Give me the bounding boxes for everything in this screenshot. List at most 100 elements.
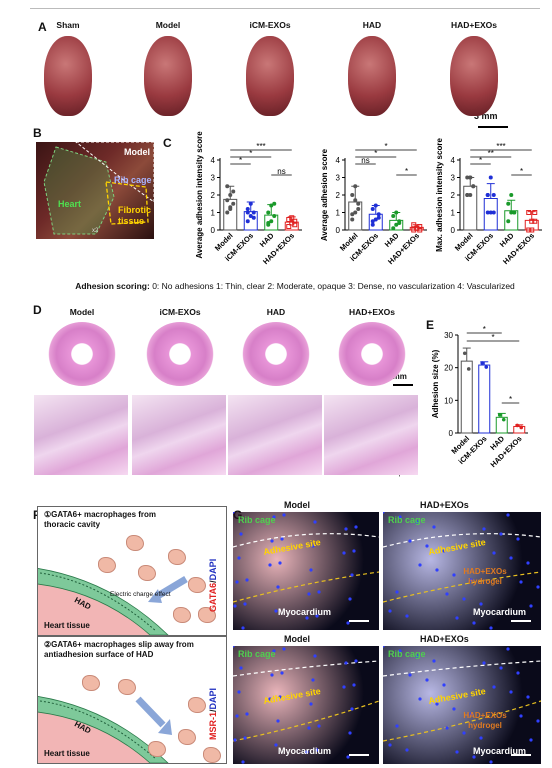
dapi-nucleus [243, 736, 247, 740]
dapi-nucleus [268, 697, 272, 701]
g-boundaries [383, 646, 541, 764]
c-ylabel: Max. adhesion intensity score [435, 138, 444, 252]
dapi-nucleus [278, 695, 282, 699]
dapi-nucleus [405, 748, 409, 752]
c-point [512, 210, 517, 215]
c-point [231, 189, 236, 194]
dapi-nucleus [274, 609, 278, 613]
dapi-nucleus [282, 513, 286, 517]
c-tick-label: 2 [451, 191, 456, 200]
he-section-zoom [34, 395, 128, 475]
c-tick-label: 4 [451, 156, 456, 165]
macrophage-cell [173, 607, 191, 623]
g-scale-bar [511, 754, 531, 756]
g-col-title-model-1: Model [284, 500, 310, 510]
g-scale-bar [511, 620, 531, 622]
dapi-nucleus [272, 515, 276, 519]
dapi-nucleus [311, 544, 315, 548]
c-point [509, 193, 514, 197]
c-point [286, 224, 292, 229]
dapi-nucleus [270, 539, 274, 543]
c-sig-label: * [384, 142, 387, 151]
dapi-nucleus [233, 738, 237, 742]
c-tick-label: 4 [336, 156, 341, 165]
macrophage-cell [203, 747, 221, 763]
e-sig-label: * [509, 395, 512, 404]
c-point [228, 193, 233, 197]
panel-f-top: ①GATA6+ macrophages from thoracic cavity… [37, 506, 227, 636]
c-point [394, 222, 399, 227]
dapi-nucleus [452, 707, 456, 711]
c-point [491, 210, 496, 215]
e-bar [460, 360, 473, 434]
g-row-label-2: MSR-1/DAPI [208, 660, 218, 740]
c-sig-label: * [479, 156, 482, 165]
c-tick-label: 1 [211, 209, 216, 218]
c-point [289, 215, 295, 221]
c-point [350, 212, 355, 217]
c-point [353, 210, 358, 215]
macrophage-cell [82, 675, 100, 691]
heart-photo [144, 36, 192, 116]
dapi-nucleus [472, 755, 476, 759]
g-rib-label: Rib cage [388, 515, 426, 525]
a-group-label: HAD [362, 20, 382, 30]
dapi-nucleus [526, 561, 530, 565]
dapi-nucleus [469, 578, 473, 582]
dapi-nucleus [354, 525, 358, 529]
c-point [245, 210, 250, 215]
dapi-nucleus [425, 544, 429, 548]
c-point [248, 201, 253, 206]
dapi-nucleus [350, 573, 354, 577]
c-ylabel: Average adhesion score [320, 148, 329, 241]
a-group-label: iCM-EXOs [249, 20, 291, 30]
dapi-nucleus [352, 683, 356, 687]
dapi-nucleus [398, 515, 402, 519]
dapi-nucleus [536, 585, 540, 589]
c-point [266, 210, 271, 215]
c-point [245, 219, 250, 224]
f-top-tissue: Heart tissue [44, 621, 90, 630]
g-scale-bar [349, 620, 369, 622]
b-fibrotic-label: Fibrotic tissue [118, 205, 151, 226]
c-tick-label: 1 [451, 209, 456, 218]
dapi-nucleus [280, 671, 284, 675]
he-section-whole [242, 322, 310, 386]
b-model-label: Model [124, 147, 150, 157]
dapi-nucleus [415, 654, 419, 658]
c-tick-label: 3 [211, 174, 216, 183]
c-point [225, 184, 230, 189]
top-rule [30, 8, 540, 9]
dapi-nucleus [317, 724, 321, 728]
dapi-nucleus [435, 568, 439, 572]
he-section-zoom [324, 395, 418, 475]
scale-label-a: 3 mm [474, 111, 498, 121]
g-row2-stain: DAPI [208, 687, 218, 710]
dapi-nucleus [388, 743, 392, 747]
dapi-nucleus [239, 666, 243, 670]
he-section-whole [48, 322, 116, 386]
f-top-title: ①GATA6+ macrophages from thoracic cavity [44, 510, 157, 529]
g-rib-label: Rib cage [388, 649, 426, 659]
macrophage-cell [138, 565, 156, 581]
g-row1-stain: DAPI [208, 558, 218, 581]
c-tick-label: 0 [451, 226, 456, 235]
dapi-nucleus [235, 714, 239, 718]
c-sig-label: * [520, 167, 523, 176]
c-point [370, 222, 375, 227]
dapi-nucleus [469, 712, 473, 716]
c-sig-label: *** [496, 142, 505, 151]
dapi-nucleus [239, 532, 243, 536]
dapi-nucleus [268, 563, 272, 567]
dapi-nucleus [270, 673, 274, 677]
c-point [394, 210, 399, 215]
dapi-nucleus [346, 621, 350, 625]
d-group-label: iCM-EXOs [159, 307, 201, 317]
dapi-nucleus [492, 551, 496, 555]
dapi-nucleus [482, 527, 486, 531]
dapi-nucleus [276, 719, 280, 723]
c-point [526, 227, 532, 233]
g-row1-marker: GATA6 [208, 582, 218, 612]
